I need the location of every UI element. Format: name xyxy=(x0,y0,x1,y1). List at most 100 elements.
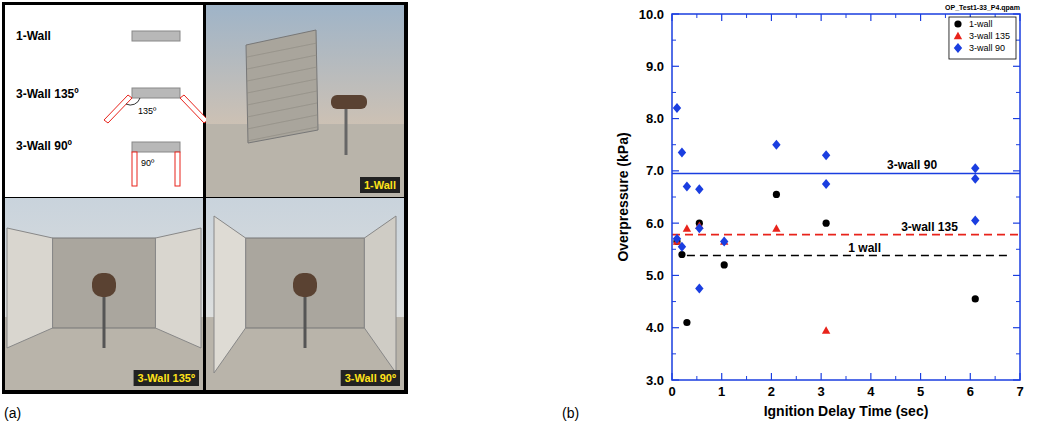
y-tick xyxy=(1013,275,1020,276)
photo-wall xyxy=(246,30,318,143)
y-axis-title: Overpressure (kPa) xyxy=(615,132,631,261)
point xyxy=(695,284,703,294)
photo-wing xyxy=(214,216,246,373)
photo-ground xyxy=(206,124,404,197)
point xyxy=(683,182,691,192)
point xyxy=(695,184,703,194)
x-tick-label: 7 xyxy=(1016,384,1023,399)
y-tick xyxy=(672,170,679,171)
mean-line xyxy=(672,234,1020,236)
point xyxy=(678,242,686,252)
y-tick xyxy=(1013,223,1020,224)
photo-block xyxy=(247,67,317,81)
x-tick xyxy=(821,373,822,380)
plot-frame xyxy=(672,14,1020,380)
photo-sky xyxy=(5,198,203,390)
point xyxy=(678,251,685,258)
panel-a: 1-Wall3-Wall 135º3-Wall 90º135º90º1-Wall… xyxy=(2,2,408,394)
x-tick-label: 5 xyxy=(917,384,924,399)
y-tick xyxy=(672,223,679,224)
x-tick xyxy=(970,373,971,380)
point xyxy=(822,150,830,160)
x-tick xyxy=(920,14,921,21)
series xyxy=(673,222,831,334)
y-tick xyxy=(672,66,679,67)
photo-block xyxy=(247,127,317,141)
photo: 3-Wall 135º xyxy=(5,198,203,390)
y-tick-label: 5.0 xyxy=(646,268,664,283)
y-tick xyxy=(672,275,679,276)
legend-marker xyxy=(954,32,962,40)
photo: 3-Wall 90º xyxy=(206,198,404,390)
photo: 1-Wall xyxy=(206,5,404,197)
wall-shape xyxy=(132,88,180,98)
y-tick xyxy=(1013,66,1020,67)
photo-sky xyxy=(206,198,404,390)
y-tick xyxy=(672,118,679,119)
point xyxy=(683,224,691,232)
photo-caption: 3-Wall 135º xyxy=(138,372,195,384)
photo-block xyxy=(247,115,317,129)
legend: 1-wall 3-wall 135 3-wall 90 xyxy=(949,17,1016,59)
mean-line xyxy=(687,255,1010,257)
legend-label: 1-wall xyxy=(969,19,993,29)
series xyxy=(673,103,980,293)
diagram-cell xyxy=(5,5,203,197)
plot-area xyxy=(672,103,1020,334)
legend-label: 3-wall 90 xyxy=(969,43,1005,53)
y-tick xyxy=(1013,327,1020,328)
y-tick xyxy=(1013,118,1020,119)
y-tick-label: 8.0 xyxy=(646,111,664,126)
photo-block xyxy=(247,91,317,105)
x-tick-label: 0 xyxy=(668,384,675,399)
caption-box xyxy=(341,370,400,386)
photo-block xyxy=(247,43,317,57)
mean-line-label: 1 wall xyxy=(848,241,881,255)
point xyxy=(772,140,780,150)
legend-marker xyxy=(954,20,961,27)
angle-label: 135º xyxy=(138,106,157,116)
x-tick-label: 3 xyxy=(818,384,825,399)
panel-label: (a) xyxy=(4,405,21,421)
photo-caption: 3-Wall 90º xyxy=(345,372,396,384)
legend-box xyxy=(949,17,1016,59)
y-tick-label: 9.0 xyxy=(646,59,664,74)
x-tick xyxy=(920,373,921,380)
x-tick xyxy=(771,14,772,21)
y-tick xyxy=(1013,170,1020,171)
point xyxy=(683,319,690,326)
point xyxy=(673,103,681,113)
page: 1-Wall3-Wall 135º3-Wall 90º135º90º1-Wall… xyxy=(0,0,1044,430)
x-tick-label: 1 xyxy=(718,384,725,399)
point xyxy=(772,224,780,232)
photo-stand xyxy=(304,297,307,348)
photo-tank xyxy=(331,95,367,109)
wing-wall xyxy=(104,95,132,123)
mean-line-label: 3-wall 90 xyxy=(887,158,937,172)
x-tick-label: 4 xyxy=(867,384,875,399)
legend-label: 3-wall 135 xyxy=(969,31,1010,41)
point xyxy=(971,163,979,173)
photo-block xyxy=(247,55,317,69)
y-tick-label: 3.0 xyxy=(646,373,664,388)
x-axis-title: Ignition Delay Time (sec) xyxy=(764,403,929,419)
x-tick xyxy=(721,373,722,380)
photo-tank xyxy=(92,273,116,297)
diagram-label: 3-Wall 135º xyxy=(16,87,79,101)
point xyxy=(822,179,830,189)
wing-wall xyxy=(175,152,180,186)
photo-wing xyxy=(364,216,396,373)
photo-block xyxy=(247,103,317,117)
wall-shape xyxy=(132,142,180,152)
panel-label: (b) xyxy=(562,405,579,421)
y-tick-label: 7.0 xyxy=(646,163,664,178)
point xyxy=(720,236,728,246)
point xyxy=(773,191,780,198)
series xyxy=(673,191,978,326)
mean-line-label: 3-wall 135 xyxy=(901,220,958,234)
panel-a-frame xyxy=(2,2,408,394)
point xyxy=(971,174,979,184)
x-tick xyxy=(870,373,871,380)
photo-wing xyxy=(7,228,53,348)
caption-box xyxy=(134,370,199,386)
